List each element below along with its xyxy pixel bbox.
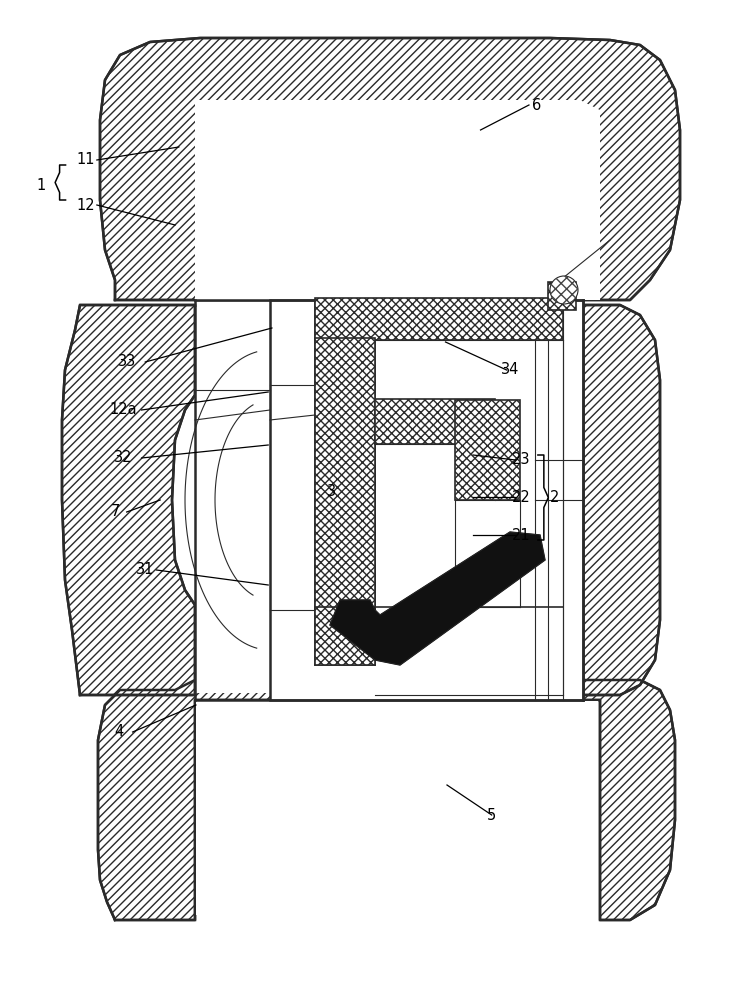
Text: 5: 5 [487,808,496,822]
Text: 34: 34 [501,362,519,377]
Text: 2: 2 [551,489,559,504]
Bar [548,282,576,310]
Bar [315,298,563,340]
Text: 22: 22 [512,489,531,504]
Text: 12: 12 [76,198,95,213]
Circle shape [550,276,578,304]
Text: 21: 21 [513,528,530,542]
Text: 6: 6 [532,98,541,112]
Polygon shape [535,307,584,693]
Text: 31: 31 [136,562,154,578]
Polygon shape [100,38,680,300]
Text: 33: 33 [118,355,136,369]
Text: 3: 3 [327,485,336,499]
Bar [315,607,375,665]
Bar [455,400,520,500]
Polygon shape [98,680,675,920]
Polygon shape [196,307,282,693]
Bar [375,399,495,444]
Polygon shape [62,305,195,695]
Bar [315,338,375,610]
Bar [270,300,583,700]
Polygon shape [196,701,598,915]
Text: 1: 1 [37,178,45,192]
Text: 7: 7 [111,504,120,520]
Text: 12a: 12a [109,402,137,418]
Polygon shape [195,100,600,300]
Text: 32: 32 [114,450,132,466]
Text: 23: 23 [513,452,530,468]
Polygon shape [330,532,545,665]
Text: 11: 11 [77,152,95,167]
Text: 4: 4 [115,724,124,740]
Polygon shape [583,305,660,695]
